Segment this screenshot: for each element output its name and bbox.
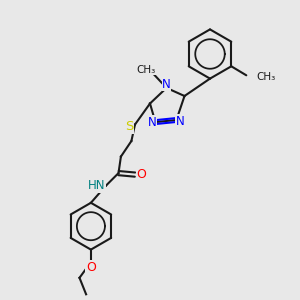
Text: O: O <box>137 168 146 181</box>
Text: N: N <box>162 78 171 91</box>
Text: HN: HN <box>88 179 105 192</box>
Text: S: S <box>125 120 134 134</box>
Text: N: N <box>176 115 184 128</box>
Text: CH₃: CH₃ <box>257 72 276 82</box>
Text: CH₃: CH₃ <box>137 65 156 75</box>
Text: O: O <box>86 261 96 274</box>
Text: N: N <box>147 116 156 129</box>
